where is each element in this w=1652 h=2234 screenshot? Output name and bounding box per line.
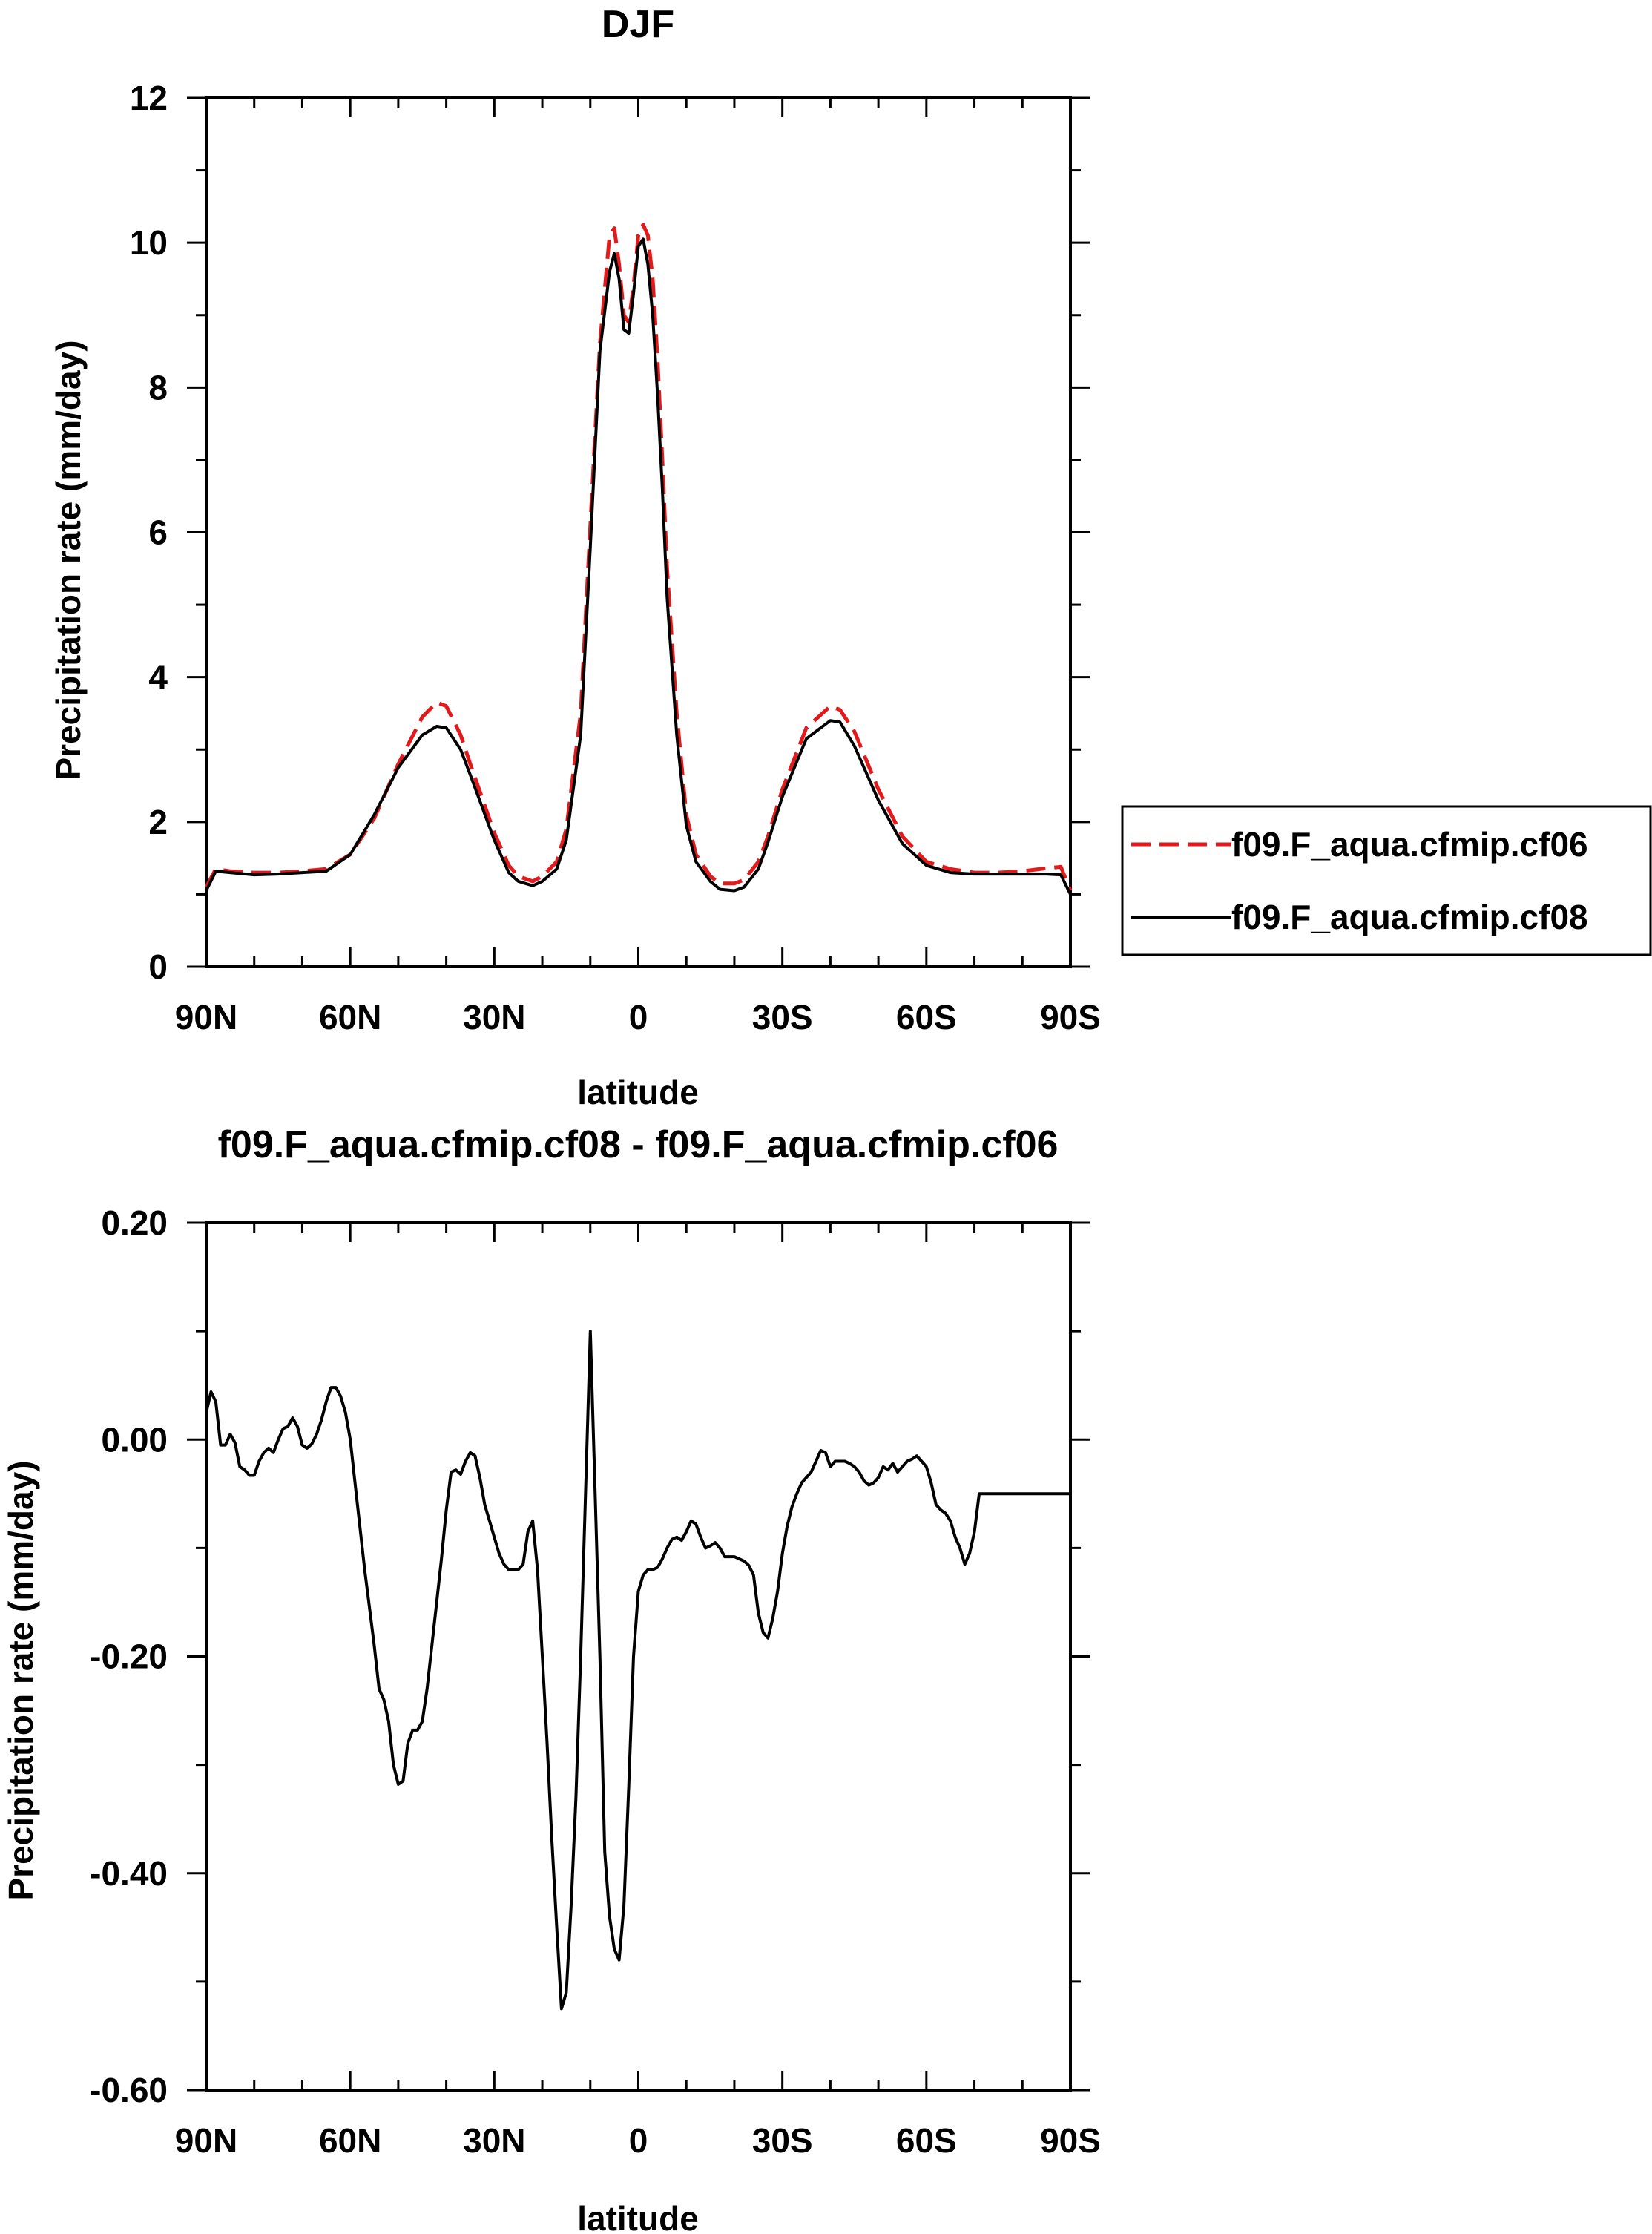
bottom-x-tick-label: 0: [629, 2121, 648, 2160]
bottom-series-difference: [205, 1330, 1070, 2011]
top-y-tick-label: 12: [130, 79, 168, 117]
legend-label-cf06: f09.F_aqua.cfmip.cf06: [1231, 825, 1588, 864]
top-plot-frame: [205, 96, 1072, 968]
bottom-x-tick-label: 90N: [175, 2121, 237, 2160]
top-x-tick-label: 0: [629, 998, 648, 1036]
top-x-axis-label: latitude: [577, 1073, 699, 1111]
bottom-x-tick-label: 30S: [752, 2121, 813, 2160]
top-x-tick-label: 60N: [319, 998, 381, 1036]
bottom-x-tick-label: 60S: [896, 2121, 957, 2160]
bottom-x-axis-label: latitude: [577, 2199, 699, 2234]
bottom-x-tick-label: 30N: [463, 2121, 525, 2160]
top-y-tick-label: 6: [148, 513, 168, 552]
bottom-plot-frame: [205, 1221, 1072, 2092]
legend-label-cf08: f09.F_aqua.cfmip.cf08: [1231, 898, 1588, 936]
bottom-panel: f09.F_aqua.cfmip.cf08 - f09.F_aqua.cfmip…: [1, 1123, 1101, 2234]
bottom-plot-area: 90N 60N 30N 0 30S 60S 90S -0.60 -0.40 -0.20 0.00 0.…: [90, 1203, 1101, 2160]
legend-box: [1121, 805, 1652, 956]
top-y-tick-label: 10: [130, 223, 168, 262]
top-x-tick-label: 60S: [896, 998, 957, 1036]
bottom-x-tick-label: 90S: [1040, 2121, 1101, 2160]
top-y-tick-label: 0: [148, 947, 168, 986]
bottom-y-axis-label: Precipitation rate (mm/day): [1, 1460, 40, 1900]
top-y-tick-label: 2: [148, 803, 168, 841]
top-panel: DJF 90N 60N 30N 0 30S 60S 90S 0 2 4 6 8 10 12 latitud…: [49, 3, 1652, 1111]
bottom-y-tick-label: -0.40: [90, 1854, 168, 1893]
bottom-y-tick-label: -0.60: [90, 2071, 168, 2109]
top-y-tick-label: 8: [148, 368, 168, 407]
top-series-f09-f-aqua-cfmip-cf06: [204, 223, 1073, 892]
bottom-y-tick-label: 0.00: [101, 1420, 168, 1459]
top-x-tick-label: 30S: [752, 998, 813, 1036]
bottom-x-tick-label: 60N: [319, 2121, 381, 2160]
top-x-tick-label: 90N: [175, 998, 237, 1036]
top-plot-area: 90N 60N 30N 0 30S 60S 90S 0 2 4 6 8 10 12: [130, 79, 1101, 1036]
bottom-y-tick-label: -0.20: [90, 1637, 168, 1676]
top-y-axis-label: Precipitation rate (mm/day): [49, 340, 88, 780]
top-y-tick-label: 4: [148, 658, 168, 697]
bottom-chart-title: f09.F_aqua.cfmip.cf08 - f09.F_aqua.cfmip…: [218, 1123, 1059, 1166]
top-x-tick-label: 90S: [1040, 998, 1101, 1036]
top-series-f09-f-aqua-cfmip-cf08: [205, 237, 1072, 896]
top-x-tick-label: 30N: [463, 998, 525, 1036]
bottom-y-tick-label: 0.20: [101, 1203, 168, 1242]
top-chart-title: DJF: [602, 3, 674, 46]
legend: f09.F_aqua.cfmip.cf06 f09.F_aqua.cfmip.c…: [1121, 805, 1652, 956]
